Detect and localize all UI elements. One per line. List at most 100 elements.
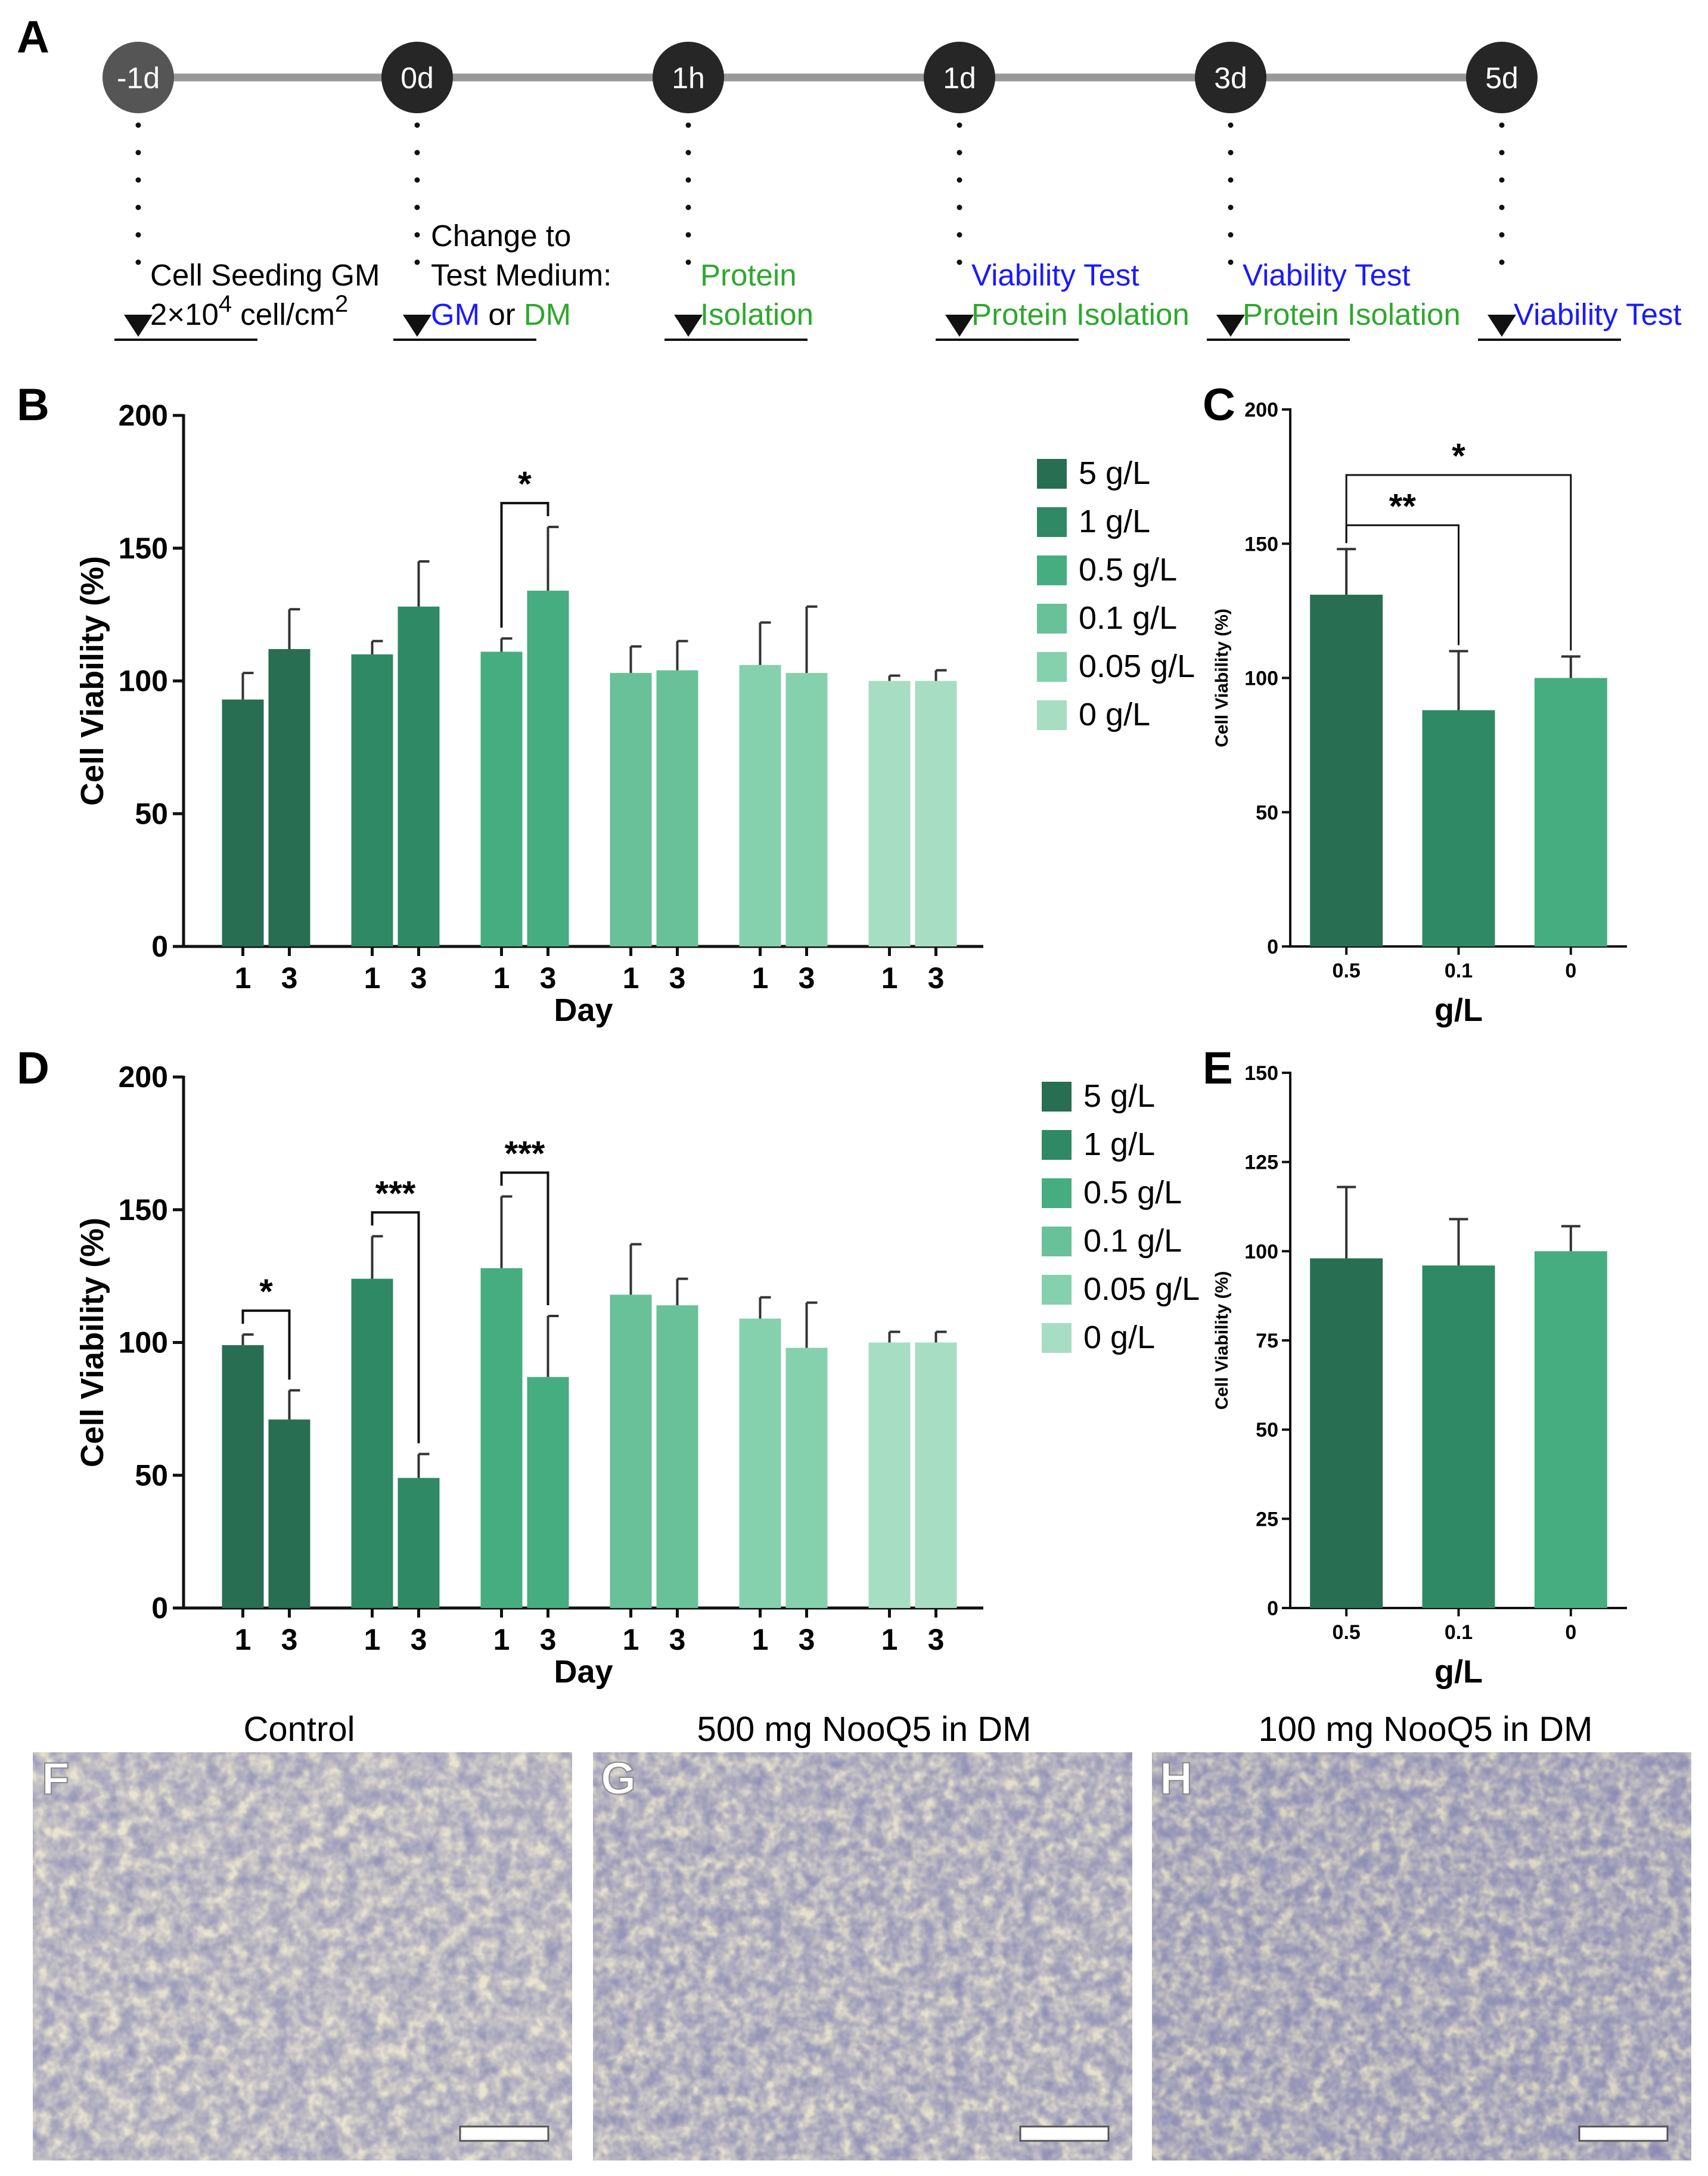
- timeline-dot: [685, 204, 691, 210]
- timeline-step-segment: Protein: [700, 258, 797, 292]
- x-tick-label: 1: [235, 961, 251, 995]
- x-tick-label: 1: [881, 961, 898, 995]
- x-tick-label: 0.1: [1445, 1621, 1473, 1644]
- timeline-step-segment: cell/cm: [232, 297, 335, 331]
- micrographs: Control F 500 mg NooQ5 in DM G 100 mg No…: [33, 1710, 1691, 2161]
- x-tick-label: 3: [928, 1623, 945, 1656]
- x-tick-label: 3: [411, 961, 427, 995]
- x-tick-label: 1: [235, 1623, 251, 1656]
- timeline-dot: [414, 259, 420, 265]
- timeline-dot: [135, 150, 141, 156]
- timeline-dot: [1499, 204, 1505, 210]
- timeline-node-label: 3d: [1214, 61, 1247, 95]
- timeline-dot: [135, 204, 141, 210]
- timeline-step-text: Protein: [700, 258, 797, 292]
- significance-bracket: [241, 1309, 291, 1380]
- timeline-step-text: GM or DM: [431, 297, 571, 331]
- y-tick-label: 100: [1244, 1240, 1278, 1263]
- legend-label: 5 g/L: [1083, 1078, 1155, 1114]
- legend-swatch: [1037, 555, 1067, 585]
- x-tick-label: 3: [411, 1623, 427, 1656]
- timeline-step-text: Change to: [431, 219, 571, 253]
- x-tick-label: 3: [669, 961, 686, 995]
- bar: [915, 681, 957, 946]
- timeline-dot: [1228, 122, 1234, 128]
- significance-stars: ***: [505, 1134, 545, 1173]
- legend-swatch: [1037, 652, 1067, 682]
- timeline-step-text: Viability Test: [1514, 297, 1682, 331]
- timeline-node-3: [653, 42, 724, 113]
- significance-bracket: [500, 502, 549, 628]
- micrograph-f-cells: [33, 1752, 572, 2161]
- bar: [268, 649, 310, 946]
- legend-label: 0.5 g/L: [1083, 1175, 1182, 1210]
- timeline-dot: [1228, 150, 1234, 156]
- bar: [527, 1377, 569, 1608]
- timeline-dot: [1499, 259, 1505, 265]
- timeline-node-1: [103, 42, 174, 113]
- x-tick-label: 3: [281, 961, 298, 995]
- x-tick-label: 1: [493, 961, 510, 995]
- bar: [222, 1345, 264, 1608]
- bar: [1310, 1258, 1383, 1608]
- bar: [1534, 678, 1607, 946]
- y-tick-label: 150: [119, 1193, 168, 1227]
- timeline-dot: [135, 259, 141, 265]
- legend-label: 1 g/L: [1079, 504, 1150, 539]
- timeline-dot: [414, 232, 420, 238]
- y-axis-label: Cell Viability (%): [1212, 609, 1232, 747]
- y-tick-label: 50: [135, 1458, 168, 1492]
- bar: [739, 665, 781, 946]
- significance-bracket: [371, 1211, 420, 1444]
- timeline-dot: [1228, 177, 1234, 183]
- timeline-step-segment: Viability Test: [971, 258, 1139, 292]
- y-tick-label: 50: [1256, 802, 1278, 824]
- timeline-dot: [685, 150, 691, 156]
- chart-e: 0 25 50 75 100 125 150 0.5 0.1 0 g/L Cell Viability…: [1212, 1062, 1627, 1690]
- timeline-dot: [135, 232, 141, 238]
- timeline-node-label: 1h: [672, 61, 705, 95]
- panel-label-h: H: [1160, 1753, 1193, 1804]
- arrow-down-icon: [124, 315, 153, 337]
- significance-stars: **: [1389, 487, 1417, 526]
- bar: [785, 1348, 828, 1608]
- bar: [527, 591, 569, 946]
- legend-label: 1 g/L: [1083, 1126, 1155, 1162]
- timeline-dot: [414, 204, 420, 210]
- x-tick-label: 0: [1565, 960, 1576, 982]
- x-tick-label: 1: [623, 961, 639, 995]
- timeline-dot: [135, 122, 141, 128]
- arrow-down-icon: [1487, 315, 1516, 337]
- bar: [222, 699, 264, 946]
- arrow-down-icon: [945, 315, 974, 337]
- y-tick-label: 150: [1244, 533, 1278, 555]
- timeline-dot: [414, 177, 420, 183]
- panel-label-c: C: [1203, 380, 1235, 430]
- micrograph-100mg: 100 mg NooQ5 in DM H: [1152, 1710, 1691, 2161]
- legend-label: 0.05 g/L: [1079, 648, 1195, 684]
- arrow-down-icon: [403, 315, 431, 337]
- timeline-step-segment: Test Medium:: [431, 258, 611, 292]
- timeline-step-text: Protein Isolation: [971, 297, 1190, 331]
- micrograph-control: Control F: [33, 1710, 572, 2161]
- micrograph-title-h: 100 mg NooQ5 in DM: [1259, 1710, 1593, 1749]
- legend-swatch: [1037, 459, 1067, 489]
- timeline-node-4: [924, 42, 995, 113]
- significance-bracket: [500, 1171, 549, 1305]
- x-tick-label: 0.5: [1333, 1621, 1361, 1644]
- panel-label-b: B: [17, 380, 49, 430]
- significance-stars: *: [1452, 437, 1465, 476]
- x-axis-label: Day: [554, 992, 613, 1028]
- legend-label: 0.1 g/L: [1083, 1223, 1182, 1259]
- timeline-dot: [957, 177, 962, 183]
- timeline-dot: [1499, 232, 1505, 238]
- bar: [268, 1419, 310, 1608]
- timeline-node-5: [1195, 42, 1266, 113]
- timeline-node-label: 1d: [943, 61, 976, 95]
- x-tick-label: 0.1: [1445, 960, 1473, 982]
- x-tick-label: 1: [752, 961, 769, 995]
